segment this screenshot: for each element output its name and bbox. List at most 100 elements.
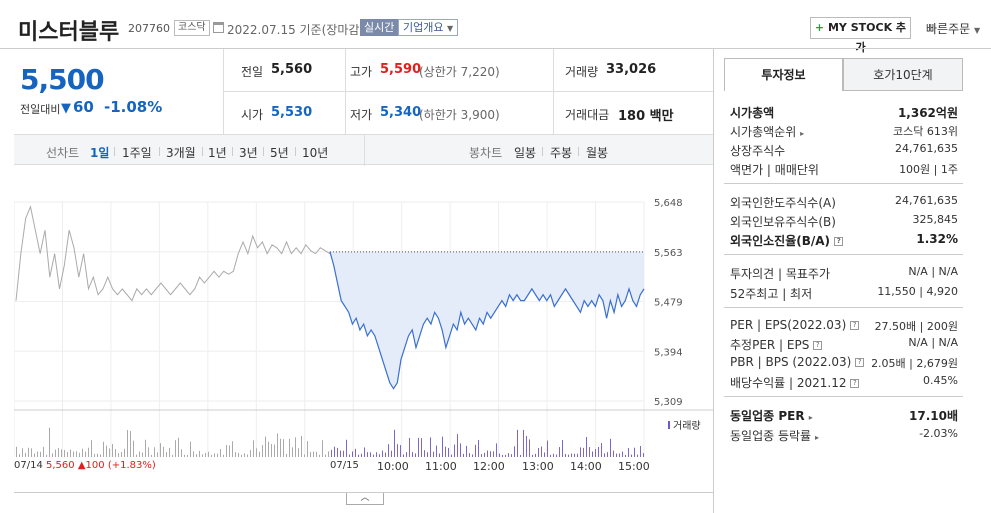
- plus-icon: +: [814, 21, 825, 34]
- company-overview-label: 기업개요: [403, 21, 444, 34]
- volume-bar: [181, 449, 182, 457]
- company-overview-dropdown[interactable]: 기업개요 ▼: [398, 19, 459, 36]
- change-percent: -1.08%: [104, 98, 163, 116]
- candle-daily[interactable]: 일봉: [514, 146, 537, 160]
- help-icon[interactable]: ?: [855, 358, 865, 367]
- volume-bar: [151, 454, 152, 457]
- row-value: 17.10배: [909, 409, 958, 423]
- period-10y[interactable]: 10년: [302, 146, 329, 160]
- volume-bar: [547, 440, 548, 457]
- volume-bar: [223, 454, 224, 457]
- volume-bar: [229, 445, 230, 457]
- volume-bar: [334, 446, 335, 457]
- volume-bar: [508, 453, 509, 457]
- volume-bar: [61, 449, 62, 457]
- low-label: 저가: [350, 108, 373, 122]
- volume-bar: [25, 452, 26, 457]
- volume-bar: [118, 453, 119, 457]
- price-chart[interactable]: 5,648 5,563 5,479 5,394 5,309: [14, 192, 713, 460]
- divider: [542, 147, 543, 156]
- volume-bar: [130, 431, 131, 457]
- volume-bar: [19, 454, 20, 457]
- market-badge: 코스닥: [174, 20, 210, 36]
- prev-day-note: 07/14 5,560 ▲100 (+1.83%): [14, 460, 156, 471]
- period-3y[interactable]: 3년: [239, 146, 258, 160]
- volume-bar: [364, 447, 365, 457]
- volume-bar: [73, 451, 74, 457]
- volume-bar: [442, 436, 443, 457]
- add-mystock-button[interactable]: + MY STOCK 추가: [810, 17, 911, 54]
- volume-bar: [541, 446, 542, 457]
- collapse-chart-button[interactable]: ︿: [346, 493, 384, 505]
- volume-bar: [556, 454, 557, 457]
- volume-bar: [235, 452, 236, 457]
- volume-bar: [205, 452, 206, 457]
- volume-bar: [202, 454, 203, 457]
- volume-bar: [526, 435, 527, 457]
- change-value: 60: [73, 98, 94, 116]
- volume-bar: [385, 452, 386, 457]
- help-icon[interactable]: ?: [834, 237, 844, 246]
- quick-order-button[interactable]: 빠른주문 ▼: [926, 20, 980, 37]
- candle-monthly[interactable]: 월봉: [586, 146, 609, 160]
- high-value: 5,590: [380, 62, 422, 77]
- row-key: PBR | BPS (2022.03) ?: [730, 355, 865, 369]
- realtime-button[interactable]: 실시간: [360, 19, 399, 36]
- volume-bar: [238, 452, 239, 457]
- volume-bar: [625, 454, 626, 457]
- volume-bar: [475, 444, 476, 457]
- row-key: 배당수익률 | 2021.12 ?: [730, 374, 860, 391]
- volume-bar: [115, 449, 116, 457]
- volume-bar: [550, 454, 551, 457]
- volume-bar: [277, 433, 278, 457]
- tab-investment-info[interactable]: 투자정보: [724, 58, 843, 91]
- volume-bar: [295, 437, 296, 457]
- volume-bar: [55, 449, 56, 457]
- row-value: 325,845: [912, 213, 959, 226]
- volume-bar: [388, 444, 389, 457]
- help-icon[interactable]: ?: [850, 321, 860, 330]
- help-icon[interactable]: ?: [850, 379, 860, 388]
- volume-bar: [112, 443, 113, 457]
- volume-bar: [154, 447, 155, 457]
- volume-bar: [304, 454, 305, 457]
- period-1d[interactable]: 1일: [90, 146, 110, 160]
- volume-bar: [583, 447, 584, 457]
- date-text: 2022.07.15 기준(장마감): [227, 23, 365, 37]
- volume-bar: [175, 440, 176, 457]
- open-value: 5,530: [271, 105, 313, 120]
- volume-bar: [28, 447, 29, 457]
- tab-orderbook-10[interactable]: 호가10단계: [843, 58, 963, 91]
- volume-bar: [142, 452, 143, 457]
- divider: [345, 49, 346, 134]
- volume-bar: [361, 453, 362, 457]
- volume-bar: [538, 447, 539, 457]
- volume-bar: [325, 454, 326, 457]
- volume-bar: [70, 449, 71, 457]
- volume-bar: [124, 448, 125, 457]
- volume-bar: [100, 454, 101, 457]
- volume-bar: [451, 454, 452, 457]
- volume-bar: [559, 447, 560, 457]
- help-icon[interactable]: ?: [813, 341, 823, 350]
- period-5y[interactable]: 5년: [270, 146, 289, 160]
- volume-bar: [634, 447, 635, 457]
- volume-bar: [457, 434, 458, 457]
- divider: [202, 147, 203, 156]
- volume-bar: [34, 453, 35, 457]
- period-1y[interactable]: 1년: [208, 146, 227, 160]
- volume-legend-label: 거래량: [673, 421, 701, 432]
- volume-bar: [514, 446, 515, 457]
- divider: [159, 147, 160, 156]
- period-1w[interactable]: 1주일: [122, 146, 152, 160]
- volume-bar: [352, 451, 353, 457]
- volume-bar: [262, 445, 263, 457]
- volume-bar: [631, 454, 632, 457]
- volume-bar: [562, 440, 563, 457]
- period-3m[interactable]: 3개월: [166, 146, 196, 160]
- volume-bar: [637, 454, 638, 457]
- candle-weekly[interactable]: 주봉: [550, 146, 573, 160]
- row-value: 27.50배 | 200원: [874, 320, 958, 333]
- row-key: 동일업종 등락률 ▸: [730, 427, 819, 444]
- divider: [14, 492, 713, 493]
